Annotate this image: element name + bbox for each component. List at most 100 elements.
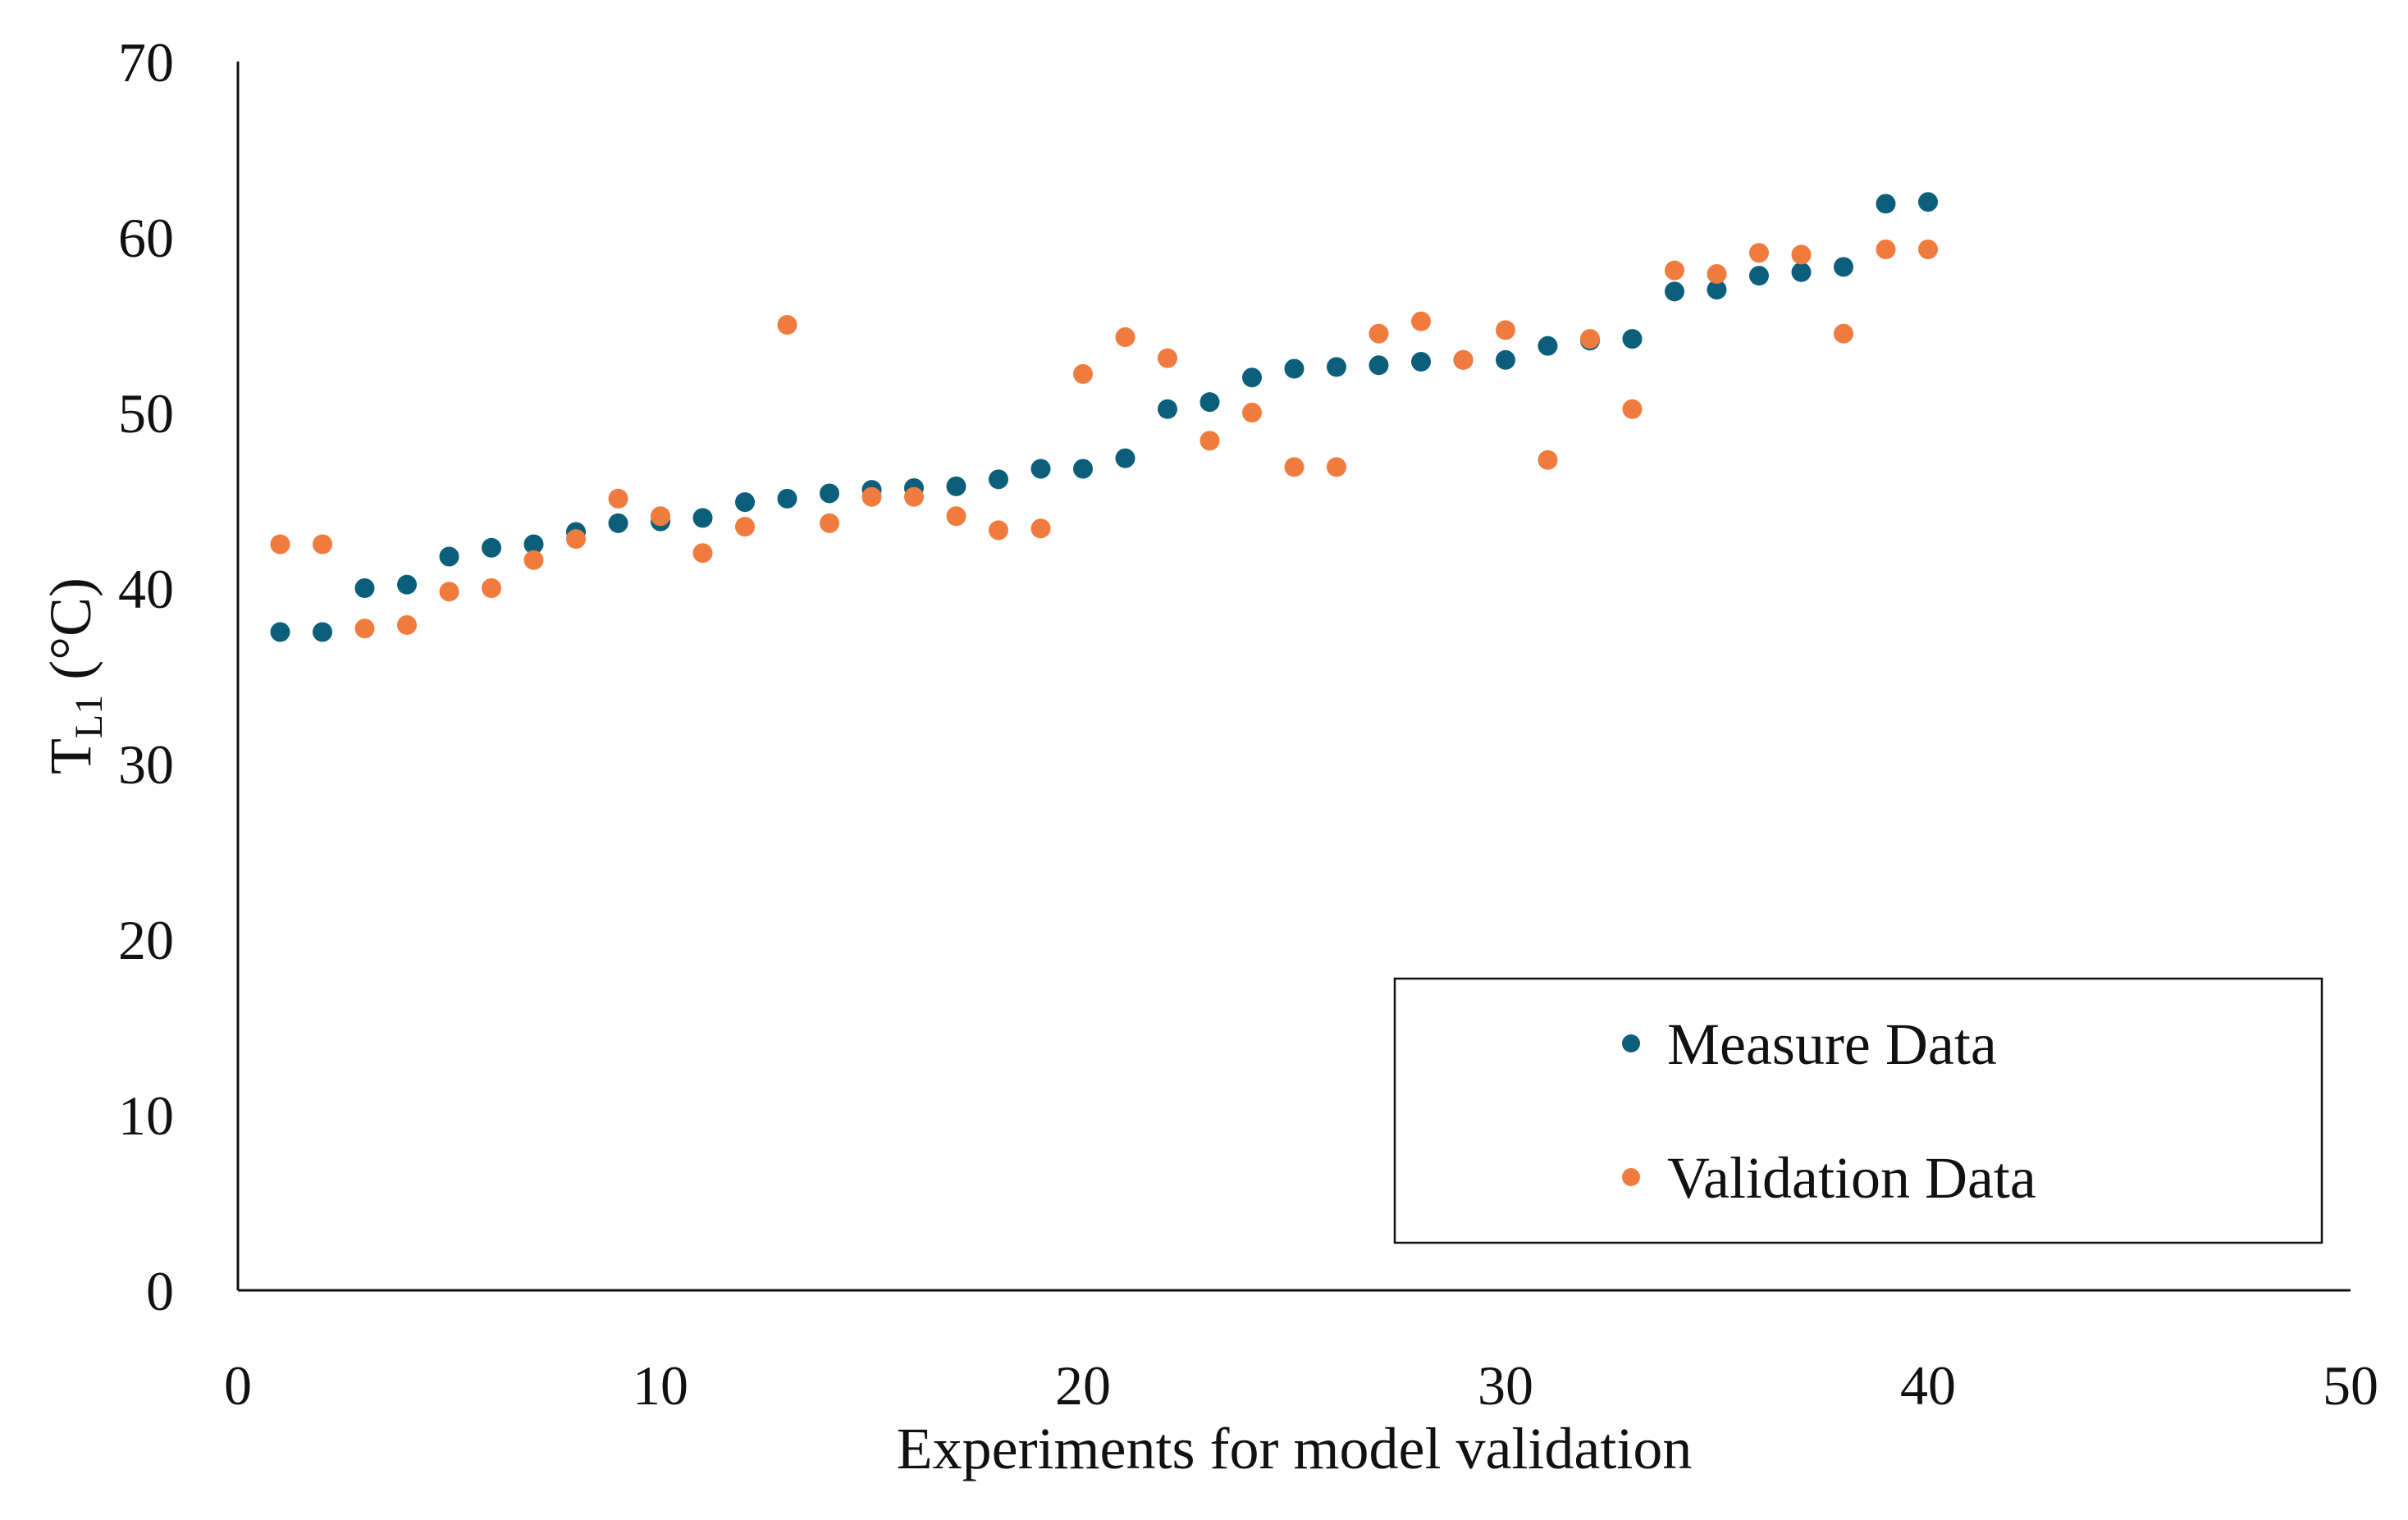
data-point	[1665, 260, 1684, 281]
data-point	[313, 622, 332, 642]
data-point	[1834, 323, 1853, 344]
data-point	[354, 578, 375, 598]
data-point	[946, 506, 966, 527]
legend-box	[1393, 977, 2323, 1244]
data-point	[1158, 348, 1177, 368]
data-point	[482, 537, 501, 558]
data-point	[397, 614, 417, 635]
data-point	[1834, 257, 1853, 277]
data-point	[1411, 311, 1431, 331]
data-point	[270, 534, 290, 555]
legend-label-validation-data: Validation Data	[1667, 1145, 2036, 1211]
data-point	[397, 574, 417, 595]
data-point	[989, 469, 1008, 490]
x-tick-labels: 0 10 20 30 40 50	[224, 1354, 2378, 1417]
data-point	[1327, 457, 1346, 477]
data-point	[904, 486, 924, 507]
data-point	[1876, 239, 1896, 259]
data-point	[523, 550, 544, 570]
data-point	[439, 582, 459, 602]
data-point	[692, 543, 713, 564]
data-points	[270, 192, 1938, 642]
data-point	[482, 578, 501, 598]
y-tick-label: 30	[118, 733, 174, 796]
x-tick-label: 20	[1055, 1354, 1111, 1417]
data-point	[1115, 326, 1135, 347]
data-point	[354, 618, 375, 639]
data-point	[1284, 358, 1305, 379]
y-tick-label: 70	[118, 31, 174, 94]
series-validation-data	[270, 239, 1938, 639]
data-point	[1030, 518, 1051, 539]
y-axis-title: TL1 (°C)	[38, 577, 111, 774]
data-point	[651, 506, 670, 527]
legend-label-measure-data: Measure Data	[1667, 1011, 1997, 1077]
data-point	[777, 315, 797, 335]
data-point	[861, 486, 882, 507]
data-point	[989, 520, 1008, 541]
data-point	[820, 483, 839, 504]
data-point	[946, 476, 966, 496]
data-point	[1115, 448, 1135, 468]
data-point	[1622, 399, 1643, 419]
data-point	[1791, 244, 1812, 265]
x-tick-label: 40	[1900, 1354, 1956, 1417]
data-point	[1876, 194, 1896, 214]
data-point	[1073, 459, 1093, 479]
axes	[236, 62, 2351, 1292]
data-point	[1538, 450, 1558, 470]
series-measure-data	[270, 192, 1938, 642]
data-point	[820, 513, 839, 533]
data-point	[735, 492, 755, 513]
data-point	[566, 529, 586, 550]
data-point	[1242, 367, 1262, 388]
y-axis-title-main: T	[38, 738, 103, 774]
y-tick-label: 40	[118, 558, 174, 620]
data-point	[1158, 399, 1177, 419]
data-point	[1327, 357, 1346, 377]
x-tick-label: 50	[2323, 1354, 2378, 1417]
y-axis-title-subscript: L1	[67, 695, 111, 738]
data-point	[1284, 457, 1305, 477]
x-tick-label: 10	[633, 1354, 688, 1417]
x-axis-title: Experiments for model validation	[897, 1416, 1693, 1481]
x-tick-label: 30	[1478, 1354, 1533, 1417]
legend: Measure Data Validation Data	[1393, 977, 2323, 1244]
data-point	[439, 546, 459, 567]
data-point	[692, 508, 713, 528]
data-point	[1073, 363, 1093, 384]
data-point	[1199, 431, 1220, 451]
data-point	[1791, 262, 1812, 282]
data-point	[1918, 192, 1938, 212]
y-tick-label: 0	[146, 1260, 174, 1322]
data-point	[1242, 403, 1262, 422]
y-tick-label: 10	[118, 1084, 174, 1147]
y-tick-label: 60	[118, 207, 174, 269]
data-point	[608, 488, 628, 509]
data-point	[735, 517, 755, 537]
data-point	[1496, 320, 1515, 340]
data-point	[1453, 349, 1474, 370]
data-point	[270, 622, 290, 642]
data-point	[1199, 392, 1220, 413]
data-point	[1665, 281, 1684, 302]
data-point	[523, 534, 544, 555]
data-point	[608, 513, 628, 533]
y-tick-label: 50	[118, 382, 174, 445]
data-point	[1918, 239, 1938, 259]
legend-marker-measure-data	[1622, 1034, 1640, 1052]
data-point	[777, 488, 797, 509]
data-point	[1580, 329, 1600, 349]
y-tick-label: 20	[118, 909, 174, 971]
y-tick-labels: 0 10 20 30 40 50 60 70	[118, 31, 174, 1322]
data-point	[1707, 280, 1727, 300]
legend-marker-validation-data	[1622, 1168, 1640, 1186]
data-point	[1368, 355, 1389, 376]
data-point	[1749, 243, 1769, 263]
data-point	[1411, 351, 1431, 372]
data-point	[313, 534, 332, 555]
y-axis-title-unit: (°C)	[38, 577, 103, 695]
data-point	[1030, 459, 1051, 479]
